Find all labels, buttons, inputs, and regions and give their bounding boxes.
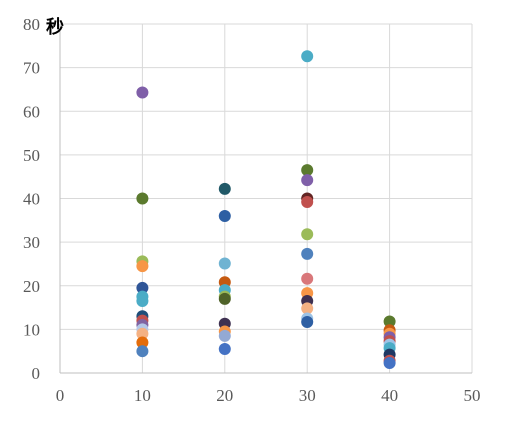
data-point [136, 192, 149, 205]
axes [59, 24, 472, 374]
x-tick-label: 0 [56, 386, 65, 405]
y-tick-label: 40 [23, 190, 40, 209]
data-point [301, 228, 314, 241]
data-point [136, 336, 149, 349]
y-tick-label: 60 [23, 102, 40, 121]
grid-lines [60, 23, 473, 373]
x-tick-label: 50 [464, 386, 481, 405]
data-point [136, 295, 149, 308]
data-point [301, 195, 314, 208]
data-point [301, 174, 314, 187]
data-point [301, 247, 314, 260]
data-point [301, 50, 314, 63]
data-point [218, 292, 231, 305]
data-point [218, 329, 231, 342]
data-point [136, 327, 149, 340]
x-tick-label: 20 [216, 386, 233, 405]
data-point [301, 315, 314, 328]
y-tick-label: 50 [23, 146, 40, 165]
data-point [136, 86, 149, 99]
data-point [218, 182, 231, 195]
data-point [301, 164, 314, 177]
data-point [136, 260, 149, 273]
y-tick-label: 80 [23, 15, 40, 34]
data-point [383, 315, 396, 328]
data-point [136, 281, 149, 294]
y-tick-label: 0 [32, 364, 41, 383]
x-tick-label: 10 [134, 386, 151, 405]
x-tick-label: 40 [381, 386, 398, 405]
data-point [218, 343, 231, 356]
data-point [218, 257, 231, 270]
x-tick-label: 30 [299, 386, 316, 405]
y-tick-label: 10 [23, 320, 40, 339]
data-point [301, 302, 314, 315]
data-points [136, 50, 396, 369]
data-point [136, 345, 149, 358]
y-tick-label: 70 [23, 59, 40, 78]
y-tick-label: 30 [23, 233, 40, 252]
tick-labels: 0 10 20 30 40 50 60 70 80 0 10 20 30 40 50 [23, 15, 481, 405]
y-axis-unit-label: 秒 [46, 16, 64, 38]
y-tick-label: 20 [23, 277, 40, 296]
data-point [218, 209, 231, 222]
data-point [301, 272, 314, 285]
data-point [383, 356, 396, 369]
